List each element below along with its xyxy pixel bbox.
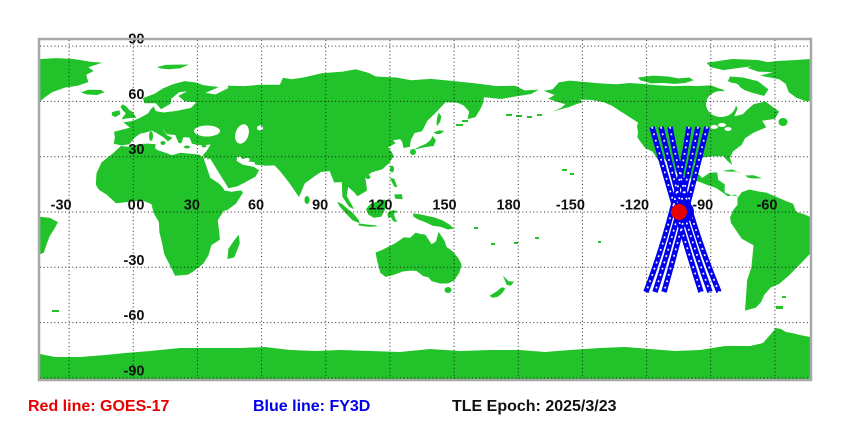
lon-tick-label: 90 [312,198,328,214]
lat-tick-label: -30 [124,253,145,269]
legend-goes17: Red line: GOES-17 [28,398,170,415]
map-border [37,37,813,382]
lon-tick-label: -60 [756,198,777,214]
map-area [40,40,810,379]
legend-fy3d: Blue line: FY3D [253,398,371,415]
lat-tick-label: 30 [128,142,144,158]
lon-tick-label: 180 [497,198,521,214]
lat-tick-label: -90 [124,363,145,379]
lat-tick-label: 0 [136,198,144,214]
lat-tick-label: -60 [124,308,145,324]
lon-tick-label: -90 [692,198,713,214]
graticule-labels: -30 0 30 60 90 120 150 180 -150 -120 -90 -609060300… [51,32,778,380]
lakes-layer [194,83,740,216]
lat-tick-label: 60 [128,87,144,103]
lon-tick-label: 60 [248,198,264,214]
satellite-markers [671,201,694,223]
lon-tick-label: -150 [556,198,585,214]
goes17-position-marker [671,204,687,220]
lon-tick-label: 0 [128,198,136,214]
legend-epoch: TLE Epoch: 2025/3/23 [452,398,617,415]
lon-tick-label: -120 [620,198,649,214]
lon-tick-label: 30 [184,198,200,214]
lon-tick-label: -30 [51,198,72,214]
lon-tick-label: 150 [432,198,456,214]
lon-tick-label: 120 [368,198,392,214]
land-layer [40,58,810,379]
